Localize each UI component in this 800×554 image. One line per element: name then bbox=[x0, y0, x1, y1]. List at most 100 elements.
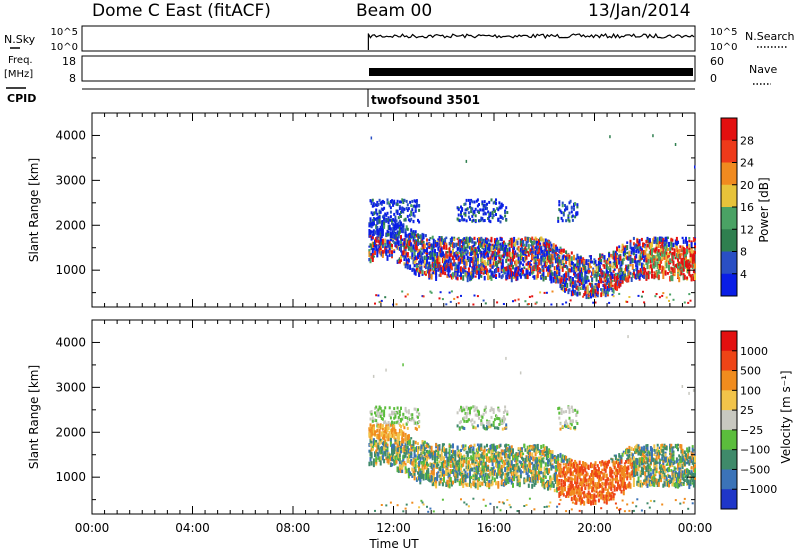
heatmap-cell bbox=[431, 476, 434, 481]
heatmap-cell bbox=[430, 273, 433, 280]
heatmap-cell bbox=[371, 253, 374, 259]
heatmap-cell bbox=[557, 465, 560, 469]
heatmap-cell bbox=[497, 217, 500, 221]
heatmap-cell bbox=[437, 266, 440, 272]
heatmap-cell bbox=[564, 204, 566, 207]
heatmap-cell bbox=[642, 266, 644, 272]
heatmap-cell bbox=[547, 469, 549, 476]
heatmap-cell bbox=[527, 303, 530, 305]
heatmap-cell bbox=[634, 260, 637, 263]
heatmap-cell bbox=[621, 258, 624, 265]
heatmap-cell bbox=[397, 409, 400, 413]
heatmap-cell bbox=[413, 465, 416, 470]
heatmap-cell bbox=[599, 267, 601, 273]
heatmap-cell bbox=[521, 451, 523, 457]
heatmap-cell bbox=[476, 461, 479, 465]
heatmap-cell bbox=[536, 474, 539, 477]
heatmap-cell bbox=[612, 251, 615, 256]
heatmap-cell bbox=[476, 409, 479, 413]
heatmap-cell bbox=[602, 284, 605, 287]
heatmap-cell bbox=[368, 245, 371, 248]
heatmap-cell bbox=[413, 422, 416, 425]
heatmap-cell bbox=[370, 412, 373, 416]
heatmap-cell bbox=[440, 238, 443, 242]
heatmap-cell bbox=[378, 240, 381, 245]
heatmap-cell bbox=[558, 468, 561, 475]
heatmap-cell bbox=[574, 289, 577, 293]
heatmap-cell bbox=[515, 259, 518, 265]
heatmap-cell bbox=[626, 241, 629, 244]
heatmap-cell bbox=[571, 291, 574, 296]
heatmap-cell bbox=[414, 257, 417, 260]
heatmap-cell bbox=[410, 437, 413, 440]
heatmap-cell bbox=[665, 255, 668, 260]
heatmap-cell bbox=[387, 426, 390, 429]
heatmap-cell bbox=[549, 248, 552, 251]
heatmap-cell bbox=[388, 204, 391, 208]
heatmap-cell bbox=[574, 284, 577, 288]
heatmap-cell bbox=[531, 272, 534, 275]
heatmap-cell bbox=[438, 256, 441, 263]
heatmap-cell bbox=[565, 287, 568, 292]
heatmap-cell bbox=[432, 467, 435, 472]
heatmap-cell bbox=[608, 253, 611, 259]
heatmap-cell bbox=[542, 242, 545, 246]
heatmap-cell bbox=[575, 292, 578, 296]
heatmap-cell bbox=[526, 472, 529, 479]
heatmap-cell bbox=[432, 258, 435, 262]
heatmap-cell bbox=[577, 263, 580, 266]
heatmap-cell bbox=[420, 237, 423, 241]
heatmap-cell bbox=[414, 208, 417, 212]
heatmap-cell bbox=[501, 254, 504, 258]
heatmap-cell bbox=[383, 421, 386, 425]
heatmap-cell bbox=[647, 259, 650, 264]
heatmap-cell bbox=[413, 248, 416, 254]
heatmap-cell bbox=[370, 236, 373, 240]
heatmap-cell bbox=[418, 220, 421, 224]
heatmap-cell bbox=[368, 234, 371, 237]
heatmap-cell bbox=[387, 457, 390, 464]
y-tick-label: 4000 bbox=[55, 128, 86, 142]
y-tick-label: 2000 bbox=[55, 218, 86, 232]
heatmap-cell bbox=[439, 247, 442, 254]
heatmap-cell bbox=[594, 293, 597, 298]
heatmap-cell bbox=[369, 243, 372, 247]
heatmap-cell bbox=[534, 459, 537, 464]
nave-tick-low: 0 bbox=[710, 72, 717, 85]
heatmap-cell bbox=[430, 252, 433, 257]
heatmap-cell bbox=[411, 252, 414, 256]
heatmap-cell bbox=[692, 237, 695, 243]
heatmap-cell bbox=[421, 461, 424, 464]
heatmap-cell bbox=[465, 253, 468, 256]
heatmap-cell bbox=[538, 456, 540, 460]
heatmap-cell bbox=[449, 242, 452, 247]
heatmap-cell bbox=[417, 415, 419, 419]
heatmap-cell bbox=[404, 248, 407, 253]
heatmap-cell bbox=[427, 463, 430, 467]
heatmap-cell bbox=[431, 251, 434, 257]
heatmap-cell bbox=[377, 239, 380, 243]
heatmap-cell bbox=[501, 452, 504, 456]
heatmap-cell bbox=[544, 261, 547, 268]
heatmap-cell bbox=[566, 254, 569, 259]
heatmap-cell bbox=[374, 203, 376, 207]
heatmap-cell bbox=[496, 301, 499, 304]
heatmap-cell bbox=[620, 267, 623, 273]
heatmap-cell bbox=[504, 267, 507, 272]
heatmap-cell bbox=[531, 266, 534, 272]
heatmap-cell bbox=[517, 254, 520, 257]
heatmap-cell bbox=[393, 443, 396, 448]
heatmap-cell bbox=[381, 249, 384, 254]
heatmap-cell bbox=[481, 245, 484, 250]
heatmap-cell bbox=[634, 244, 637, 250]
heatmap-cell bbox=[622, 257, 625, 261]
heatmap-cell bbox=[452, 458, 454, 461]
heatmap-cell bbox=[380, 451, 383, 454]
heatmap-cell bbox=[507, 243, 510, 247]
heatmap-cell bbox=[521, 247, 523, 253]
heatmap-cell bbox=[436, 452, 439, 457]
heatmap-cell bbox=[513, 478, 516, 482]
heatmap-cell bbox=[482, 469, 485, 474]
heatmap-cell bbox=[430, 243, 433, 248]
heatmap-cell bbox=[427, 450, 430, 454]
